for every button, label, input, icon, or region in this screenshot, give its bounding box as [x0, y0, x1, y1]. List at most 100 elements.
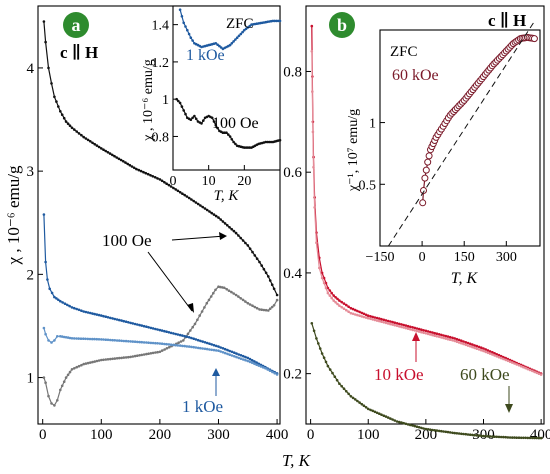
panel-a-series-zfc100-point: [77, 364, 81, 368]
panel-b-series-zfc10k-point: [488, 352, 492, 355]
panel-a-series-fc100-point: [44, 40, 47, 44]
panel-a-series-fc1k-point: [205, 341, 209, 345]
panel-b-series-fc60k-point: [506, 436, 510, 439]
panel-b-series-fc60k-point: [338, 382, 341, 386]
panel-a-inset-series-inset_100-point: [221, 131, 225, 134]
panel-a-series-fc1k-point: [75, 307, 78, 311]
panel-b-series-fc60k-point: [453, 431, 457, 435]
panel-a-series-zfc100-point: [53, 404, 56, 407]
panel-b-series-fc10k-point: [354, 308, 357, 312]
panel-a-series-zfc1k-point: [133, 340, 137, 344]
panel-b-series-fc10k-point: [435, 332, 439, 336]
panel-b-series-fc60k-point: [471, 433, 474, 437]
panel-b-series-fc10k-point: [466, 341, 470, 345]
panel-a-series-zfc1k-point: [124, 339, 128, 343]
panel-b-series-fc10k-point: [497, 353, 501, 357]
panel-b-series-fc10k-point: [393, 321, 397, 325]
panel-a-series-zfc100-point: [246, 301, 250, 305]
panel-b-series-fc10k-point: [455, 337, 459, 341]
arrow-100-oe-zfc-head: [187, 303, 194, 313]
panel-a-series-zfc1k-point: [163, 342, 166, 346]
panel-a-series-fc1k-point: [151, 327, 155, 330]
panel-a-series-zfc1k-point: [115, 339, 119, 342]
panel-a-inset-series-inset_100-point: [278, 138, 282, 142]
panel-a-series-zfc100-point: [193, 322, 197, 326]
panel-a-series-fc100-point: [208, 210, 211, 213]
panel-a-xtick-label: 100: [90, 427, 113, 443]
panel-b-series-fc60k-point: [484, 434, 488, 438]
arrow-10-koe-head: [412, 332, 420, 341]
panel-a-series-fc100-point: [82, 135, 85, 139]
panel-b-series-fc60k-point: [335, 378, 339, 382]
panel-a-series-zfc100-point: [47, 394, 50, 398]
panel-b-series-fc60k-point: [515, 436, 518, 440]
panel-b-series-zfc10k-point: [457, 341, 461, 344]
panel-a-series-fc100-point: [77, 132, 81, 135]
panel-b-orientation: c ∥ H: [488, 11, 526, 30]
panel-a-series-zfc100-point: [212, 291, 215, 295]
panel-b-series-fc60k-point: [531, 436, 534, 440]
panel-b-series-fc60k-point: [417, 426, 421, 429]
panel-a-series-fc1k-point: [257, 362, 261, 366]
panel-b-series-zfc10k-point: [369, 317, 372, 321]
panel-b-series-zfc10k-point: [493, 354, 496, 357]
panel-a-series-fc1k-point: [248, 357, 252, 361]
panel-b-series-zfc10k-point: [371, 318, 375, 321]
panel-a-series-zfc100-point: [258, 308, 261, 311]
panel-a-inset-annotation-100-oe: 100 Oe: [212, 115, 259, 132]
panel-a-series-zfc100-point: [165, 347, 169, 350]
panel-b-series-zfc10k-point: [502, 357, 505, 361]
panel-a-series-fc100-point: [50, 82, 53, 85]
panel-a-series-zfc1k-point: [72, 337, 76, 340]
panel-b-series-fc60k-point: [502, 435, 505, 439]
panel-a-series-zfc100-point: [264, 308, 268, 312]
panel-b-series-zfc10k-point: [473, 346, 476, 350]
panel-b-series-fc10k-point: [395, 322, 399, 325]
panel-a-series-fc100-point: [137, 168, 141, 172]
panel-a-series-fc1k-point: [115, 318, 119, 321]
panel-b-series-zfc10k-point: [429, 333, 432, 336]
panel-a-series-zfc1k-point: [253, 362, 256, 366]
panel-a-series-fc1k-point: [176, 333, 180, 336]
panel-a-inset-label: ZFC: [226, 16, 254, 32]
panel-b-series-fc60k-point: [375, 411, 379, 415]
panel-a-inset-series-inset_100-point: [243, 146, 246, 149]
panel-b-series-fc60k-point: [324, 360, 328, 364]
panel-b-series-fc10k-point: [464, 341, 468, 344]
panel-a-inset-series-inset_100-point: [212, 120, 216, 123]
panel-a-series-zfc1k-point: [140, 340, 144, 344]
panel-a-series-zfc1k-point: [97, 338, 101, 341]
panel-a-series-zfc1k-point: [203, 347, 207, 351]
panel-b-series-fc10k-point: [404, 324, 408, 327]
panel-a-series-fc1k-point: [221, 347, 225, 350]
panel-b-series-zfc10k-point: [522, 365, 525, 369]
panel-b-series-fc60k-point: [528, 436, 532, 440]
panel-b-series-fc60k-point: [431, 428, 434, 432]
panel-b-series-zfc10k-point: [373, 318, 377, 322]
panel-a-series-zfc1k-point: [147, 341, 150, 345]
panel-a-series-zfc100-point: [234, 293, 238, 297]
panel-b-series-zfc10k-point: [453, 339, 457, 343]
panel-a-inset-series-inset_100-point: [266, 140, 269, 144]
panel-b-series-fc60k-point: [473, 433, 476, 437]
panel-b-series-fc60k-point: [354, 398, 357, 401]
panel-b-series-zfc10k-point: [437, 335, 441, 339]
panel-a-xtick-label: 200: [149, 427, 172, 443]
panel-a-series-zfc100-point: [262, 308, 266, 312]
panel-a-series-zfc1k-point: [246, 359, 250, 363]
panel-a-series-zfc100-point: [60, 384, 64, 388]
panel-a-series-fc1k-point: [185, 335, 189, 339]
panel-a-series-zfc1k-point: [172, 343, 175, 347]
panel-a-series-zfc100-point: [198, 314, 201, 317]
panel-a-inset-series-inset_100-point: [202, 119, 205, 122]
panel-b-xtick-label: 200: [415, 427, 438, 443]
panel-a-inset-series-inset_1k-point: [182, 21, 185, 25]
panel-b-series-fc60k-point: [369, 408, 372, 412]
panel-a-series-zfc100-point: [207, 298, 211, 302]
panel-a-series-fc100-point: [192, 199, 195, 203]
panel-a-inset-series-inset_100-point: [232, 140, 235, 144]
panel-b-inset-series-inv-point: [419, 199, 427, 207]
panel-a-inset-xlabel: T, K: [214, 188, 240, 204]
panel-a-series-fc1k-point: [86, 311, 90, 314]
panel-b-series-fc10k-point: [409, 325, 412, 329]
